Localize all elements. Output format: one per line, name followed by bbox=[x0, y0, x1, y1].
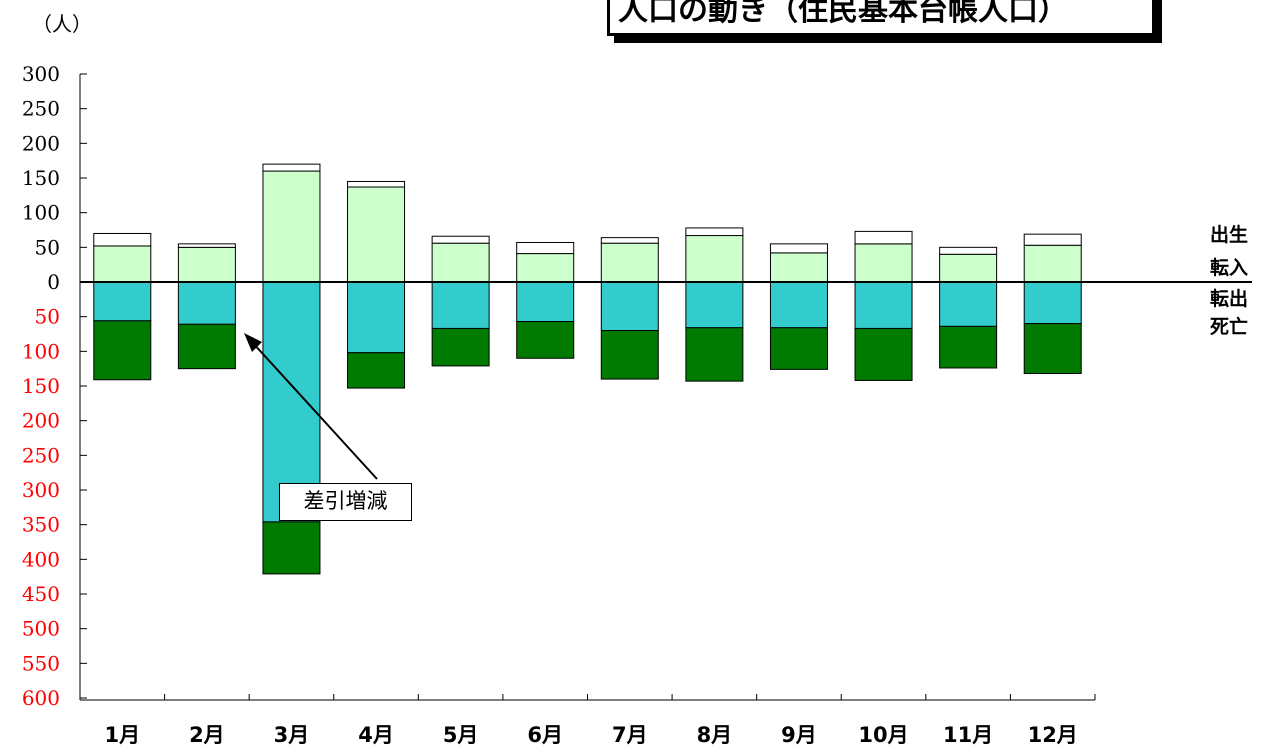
bar-births bbox=[940, 247, 997, 254]
bar-move-out bbox=[770, 282, 827, 328]
bar-deaths bbox=[94, 321, 151, 380]
legend-entry: 死亡 bbox=[1210, 315, 1248, 338]
bar-move-out bbox=[686, 282, 743, 328]
bar-move-out bbox=[517, 282, 574, 322]
x-tick-label: 6月 bbox=[527, 723, 563, 747]
legend-entry: 転入 bbox=[1210, 257, 1248, 279]
legend-entry: 出生 bbox=[1210, 223, 1248, 246]
y-tick-label: 150 bbox=[22, 374, 60, 398]
bar-deaths bbox=[601, 331, 658, 380]
y-tick-label: 200 bbox=[22, 409, 60, 433]
y-tick-label: 450 bbox=[22, 582, 60, 606]
y-tick-label: 200 bbox=[22, 131, 60, 155]
bar-move-in bbox=[1024, 245, 1081, 282]
bar-deaths bbox=[940, 326, 997, 368]
x-tick-label: 10月 bbox=[858, 723, 908, 747]
bar-move-out bbox=[348, 282, 405, 353]
bar-deaths bbox=[517, 322, 574, 359]
bar-move-in bbox=[686, 236, 743, 282]
bar-births bbox=[855, 231, 912, 243]
annotation-callout: 差引増減 bbox=[279, 483, 412, 521]
bar-births bbox=[517, 242, 574, 253]
bar-move-in bbox=[94, 246, 151, 282]
x-tick-label: 9月 bbox=[781, 723, 817, 747]
bar-move-out bbox=[855, 282, 912, 328]
x-tick-label: 8月 bbox=[697, 723, 733, 747]
x-tick-label: 4月 bbox=[358, 723, 394, 747]
chart-title: 人口の動き（住民基本台帳人口） bbox=[607, 0, 1155, 36]
axes-layer bbox=[80, 74, 1252, 700]
y-tick-label: 500 bbox=[22, 617, 60, 641]
y-tick-label: 50 bbox=[35, 235, 60, 259]
bar-births bbox=[1024, 234, 1081, 245]
bar-layer bbox=[94, 164, 1081, 574]
bar-births bbox=[432, 236, 489, 243]
bar-births bbox=[601, 238, 658, 244]
bar-births bbox=[263, 164, 320, 171]
y-tick-label: 300 bbox=[22, 478, 60, 502]
bar-deaths bbox=[686, 328, 743, 381]
x-tick-label: 2月 bbox=[189, 723, 225, 747]
y-tick-label: 50 bbox=[35, 305, 60, 329]
bar-move-in bbox=[432, 243, 489, 282]
x-tick-label: 11月 bbox=[943, 723, 993, 747]
x-tick-label: 12月 bbox=[1028, 723, 1078, 747]
y-tick-label: 550 bbox=[22, 651, 60, 675]
legend-entry: 転出 bbox=[1210, 287, 1248, 310]
bar-move-out bbox=[94, 282, 151, 321]
bar-deaths bbox=[348, 353, 405, 388]
y-tick-label: 400 bbox=[22, 547, 60, 571]
bar-deaths bbox=[432, 328, 489, 365]
y-tick-label: 250 bbox=[22, 97, 60, 121]
y-tick-label: 250 bbox=[22, 443, 60, 467]
bar-deaths bbox=[263, 522, 320, 574]
bar-move-in bbox=[601, 243, 658, 282]
bar-move-out bbox=[1024, 282, 1081, 324]
bar-move-in bbox=[517, 254, 574, 282]
bar-move-in bbox=[940, 254, 997, 282]
y-tick-label: 300 bbox=[22, 62, 60, 86]
bar-births bbox=[94, 233, 151, 245]
bar-move-out bbox=[940, 282, 997, 326]
bar-move-out bbox=[432, 282, 489, 328]
bar-births bbox=[770, 244, 827, 253]
x-tick-label: 3月 bbox=[274, 723, 310, 747]
x-tick-layer: 1月 2月 3月 4月 5月 6月 7月 8月 9月 10月 11月 12月 bbox=[104, 723, 1077, 747]
bar-deaths bbox=[178, 324, 235, 368]
bar-deaths bbox=[770, 328, 827, 370]
x-tick-label: 1月 bbox=[104, 723, 140, 747]
x-tick-label: 5月 bbox=[443, 723, 479, 747]
bar-move-in bbox=[770, 253, 827, 282]
y-tick-label: 100 bbox=[22, 201, 60, 225]
bar-births bbox=[178, 244, 235, 247]
unit-label: （人） bbox=[32, 8, 92, 37]
bar-move-out bbox=[178, 282, 235, 324]
y-tick-label: 0 bbox=[47, 270, 60, 294]
bar-births bbox=[686, 228, 743, 236]
y-tick-label: 150 bbox=[22, 166, 60, 190]
y-tick-label: 350 bbox=[22, 513, 60, 537]
bar-move-in bbox=[855, 244, 912, 282]
bar-move-in bbox=[178, 247, 235, 282]
x-tick-label: 7月 bbox=[612, 723, 648, 747]
y-tick-label: 100 bbox=[22, 339, 60, 363]
bar-deaths bbox=[855, 328, 912, 380]
y-tick-layer: 3002502001501005005010015020025030035040… bbox=[22, 62, 60, 710]
bar-move-out bbox=[601, 282, 658, 331]
bar-move-in bbox=[348, 187, 405, 282]
bar-births bbox=[348, 181, 405, 187]
bar-deaths bbox=[1024, 324, 1081, 374]
bar-move-in bbox=[263, 171, 320, 282]
y-tick-label: 600 bbox=[22, 686, 60, 710]
